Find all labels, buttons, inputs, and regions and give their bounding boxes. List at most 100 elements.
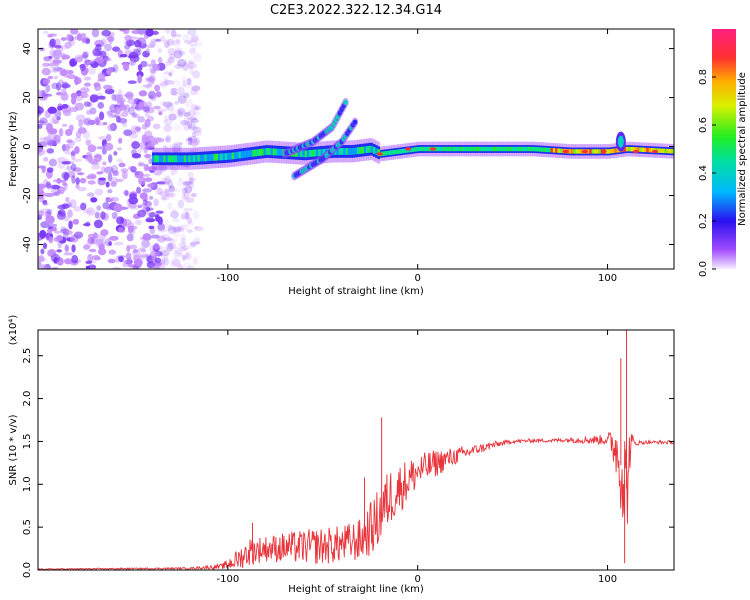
noise-blob <box>156 108 167 113</box>
noise-blob <box>174 246 180 254</box>
noise-blob <box>181 245 191 250</box>
noise-blob <box>62 109 72 117</box>
band-peak <box>195 155 198 162</box>
noise-blob <box>77 127 87 134</box>
noise-blob <box>123 129 133 137</box>
noise-blob <box>187 60 195 64</box>
band-peak <box>448 146 451 152</box>
band-peak <box>666 148 670 154</box>
noise-blob <box>95 44 102 48</box>
x-tick-label: -100 <box>216 574 239 585</box>
noise-blob <box>123 39 131 45</box>
noise-blob <box>137 209 147 218</box>
noise-blob <box>167 226 178 234</box>
noise-blob <box>183 122 191 131</box>
noise-blob <box>48 158 58 167</box>
band-peak <box>534 146 538 152</box>
y-tick-label: -40 <box>22 236 33 252</box>
spectrogram-x-axis-label: Height of straight line (km) <box>288 286 424 297</box>
noise-blob <box>56 91 62 96</box>
band-peak <box>459 146 463 152</box>
noise-blob <box>157 227 168 233</box>
colorbar-tick-label: 0.8 <box>698 69 709 85</box>
band-peak <box>623 147 627 152</box>
band-peak <box>587 149 590 154</box>
band-peak <box>370 145 374 153</box>
noise-blob <box>193 237 201 246</box>
noise-blob <box>162 174 172 180</box>
noise-blob <box>150 59 157 65</box>
noise-blob <box>192 257 198 266</box>
band-peak <box>536 147 540 152</box>
noise-blob <box>113 151 118 156</box>
band-peak <box>468 146 472 152</box>
noise-blob <box>192 126 202 134</box>
noise-blob <box>83 244 90 250</box>
spectrogram-feature-noise <box>38 29 204 269</box>
band-peak <box>197 154 201 162</box>
noise-blob <box>126 245 131 252</box>
band-peak <box>217 153 221 161</box>
noise-blob <box>61 45 69 50</box>
band-peak <box>318 149 321 157</box>
noise-blob <box>133 266 139 269</box>
band-peak <box>559 148 563 154</box>
noise-blob <box>42 62 51 67</box>
noise-blob <box>138 162 145 167</box>
noise-blob <box>124 34 132 41</box>
noise-blob <box>172 250 183 255</box>
noise-blob <box>87 66 96 75</box>
noise-blob <box>152 123 161 130</box>
arc-core <box>352 119 358 125</box>
noise-blob <box>84 117 92 127</box>
noise-blob <box>177 109 182 118</box>
noise-blob <box>166 192 177 198</box>
noise-blob <box>189 241 196 246</box>
noise-blob <box>92 255 101 261</box>
noise-blob <box>60 226 67 232</box>
noise-blob <box>69 199 77 208</box>
band-peak <box>443 146 447 152</box>
noise-blob <box>72 158 83 163</box>
noise-blob <box>192 110 201 117</box>
noise-blob <box>163 118 173 125</box>
noise-blob <box>142 84 153 88</box>
noise-blob <box>96 171 103 175</box>
band-peak <box>174 155 178 163</box>
noise-blob <box>43 156 49 162</box>
noise-blob <box>64 41 72 49</box>
noise-blob <box>100 166 106 174</box>
noise-blob <box>98 111 105 121</box>
band-peak <box>245 150 248 158</box>
noise-blob <box>147 90 157 100</box>
noise-blob <box>93 219 104 229</box>
band-peak <box>384 151 387 156</box>
noise-blob <box>177 251 184 257</box>
band-peak <box>270 148 273 156</box>
noise-blob <box>40 266 47 269</box>
colorbar <box>712 29 736 269</box>
noise-blob <box>103 84 113 90</box>
band-peak <box>382 151 385 156</box>
noise-blob <box>63 172 69 181</box>
noise-blob <box>131 141 140 150</box>
band-peak <box>258 148 262 156</box>
noise-blob <box>184 99 193 108</box>
band-peak <box>589 149 592 154</box>
noise-blob <box>195 241 200 245</box>
noise-blob <box>127 54 138 59</box>
noise-blob <box>140 248 147 253</box>
noise-blob <box>70 163 77 172</box>
noise-blob <box>194 128 203 137</box>
noise-blob <box>83 101 91 107</box>
noise-blob <box>175 166 180 170</box>
band-peak <box>311 149 314 157</box>
noise-blob <box>134 126 142 131</box>
noise-blob <box>107 172 113 182</box>
noise-blob <box>118 162 126 168</box>
noise-blob <box>144 111 150 118</box>
band-peak <box>261 148 264 156</box>
noise-blob <box>45 84 51 93</box>
noise-blob <box>143 130 153 140</box>
noise-blob <box>38 147 43 153</box>
